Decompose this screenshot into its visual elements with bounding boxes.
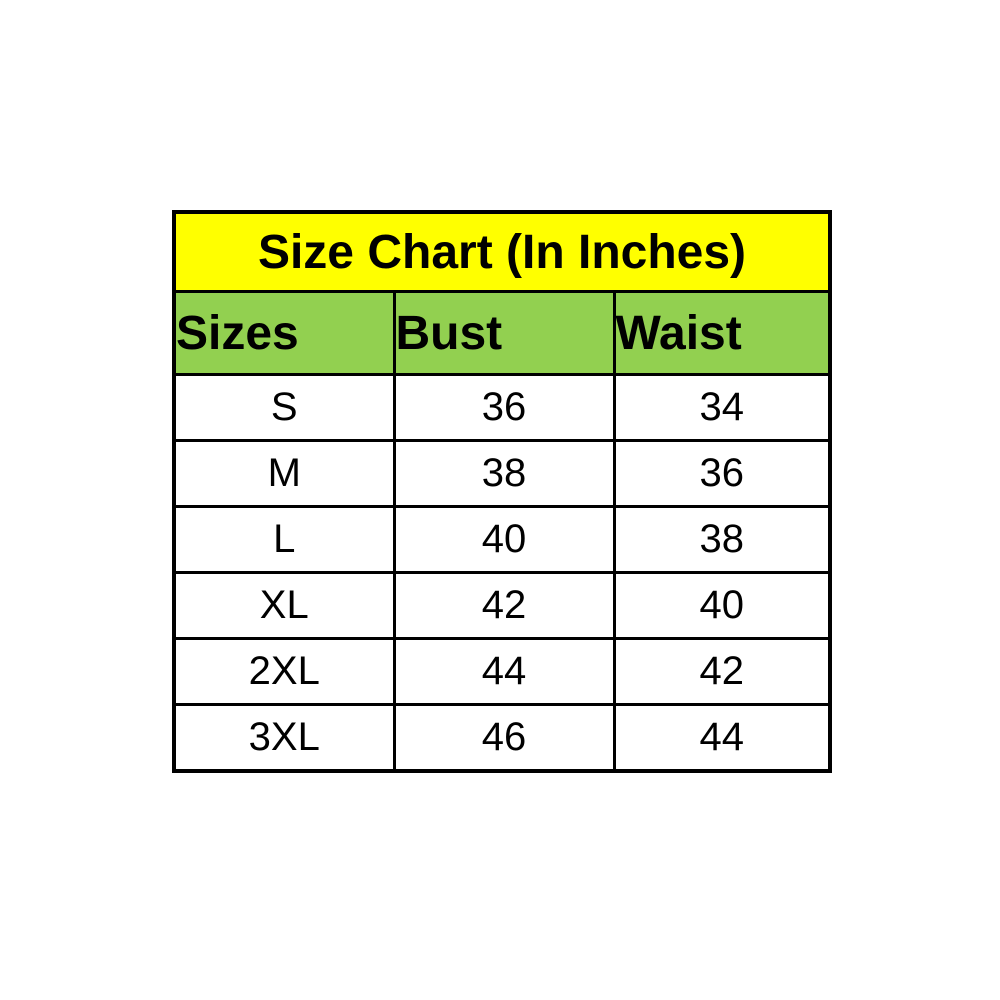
size-chart-table: Size Chart (In Inches) Sizes Bust Waist … bbox=[172, 210, 832, 773]
bust-cell: 46 bbox=[392, 703, 616, 773]
waist-cell: 34 bbox=[612, 373, 832, 442]
table-row: L 40 38 bbox=[172, 505, 832, 574]
bust-cell: 36 bbox=[392, 373, 616, 442]
table-row: 3XL 46 44 bbox=[172, 703, 832, 773]
bust-cell: 42 bbox=[392, 571, 616, 640]
waist-cell: 38 bbox=[612, 505, 832, 574]
bust-cell: 44 bbox=[392, 637, 616, 706]
size-cell: 3XL bbox=[172, 703, 396, 773]
size-cell: 2XL bbox=[172, 637, 396, 706]
header-row: Sizes Bust Waist bbox=[172, 290, 832, 376]
column-header-waist: Waist bbox=[612, 290, 832, 376]
bust-cell: 38 bbox=[392, 439, 616, 508]
waist-cell: 40 bbox=[612, 571, 832, 640]
waist-cell: 42 bbox=[612, 637, 832, 706]
column-header-bust: Bust bbox=[392, 290, 616, 376]
size-cell: M bbox=[172, 439, 396, 508]
size-cell: S bbox=[172, 373, 396, 442]
waist-cell: 36 bbox=[612, 439, 832, 508]
title-row: Size Chart (In Inches) bbox=[172, 210, 832, 293]
table-row: 2XL 44 42 bbox=[172, 637, 832, 706]
table-row: XL 42 40 bbox=[172, 571, 832, 640]
size-chart-title: Size Chart (In Inches) bbox=[172, 210, 832, 293]
waist-cell: 44 bbox=[612, 703, 832, 773]
table-row: S 36 34 bbox=[172, 373, 832, 442]
table-row: M 38 36 bbox=[172, 439, 832, 508]
column-header-sizes: Sizes bbox=[172, 290, 396, 376]
bust-cell: 40 bbox=[392, 505, 616, 574]
size-cell: L bbox=[172, 505, 396, 574]
size-cell: XL bbox=[172, 571, 396, 640]
